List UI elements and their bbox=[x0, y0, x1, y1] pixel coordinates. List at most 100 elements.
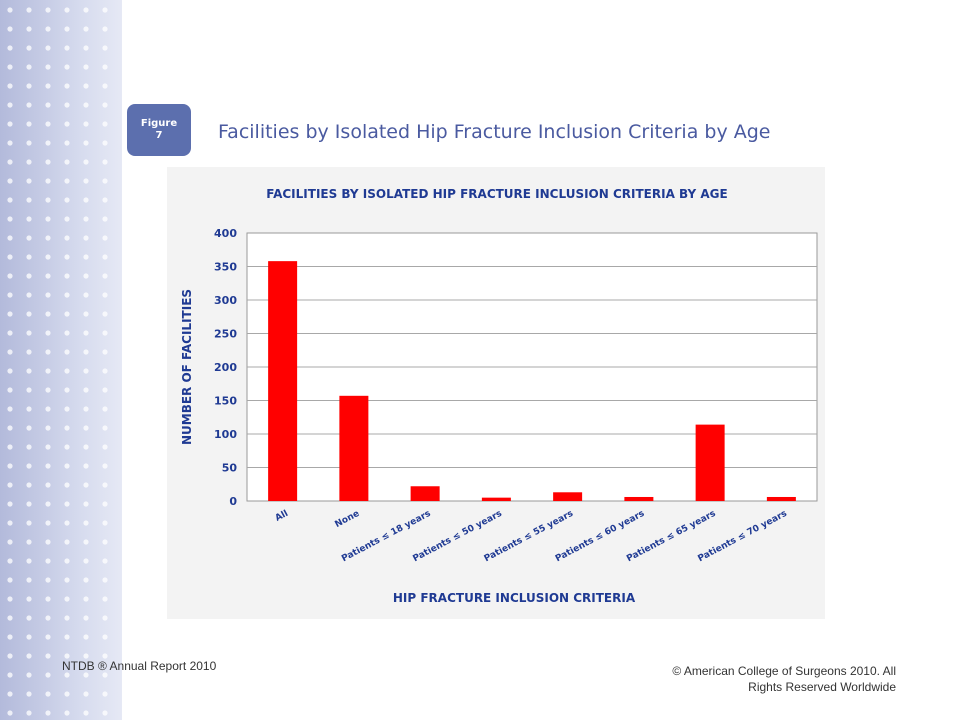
decorative-dot bbox=[83, 7, 89, 13]
decorative-dot bbox=[26, 653, 32, 659]
decorative-dot bbox=[45, 558, 51, 564]
decorative-dot bbox=[26, 121, 32, 127]
decorative-dot bbox=[45, 691, 51, 697]
decorative-dot bbox=[102, 596, 108, 602]
decorative-dot bbox=[64, 501, 70, 507]
decorative-dot bbox=[26, 216, 32, 222]
decorative-dot bbox=[102, 64, 108, 70]
y-axis-label: NUMBER OF FACILITIES bbox=[180, 289, 194, 445]
decorative-dot bbox=[83, 558, 89, 564]
y-tick-label: 400 bbox=[214, 227, 237, 240]
decorative-dot bbox=[7, 482, 13, 488]
decorative-dot bbox=[64, 159, 70, 165]
decorative-dot bbox=[26, 235, 32, 241]
chart-title: FACILITIES BY ISOLATED HIP FRACTURE INCL… bbox=[266, 187, 727, 201]
decorative-dot bbox=[45, 121, 51, 127]
decorative-dot bbox=[64, 444, 70, 450]
decorative-dot bbox=[102, 634, 108, 640]
decorative-dot bbox=[64, 691, 70, 697]
decorative-dot bbox=[83, 653, 89, 659]
x-tick-label: None bbox=[333, 509, 361, 530]
y-tick-label: 250 bbox=[214, 328, 237, 341]
decorative-dot bbox=[45, 178, 51, 184]
decorative-dot bbox=[7, 672, 13, 678]
y-tick-label: 150 bbox=[214, 395, 237, 408]
decorative-dot bbox=[102, 710, 108, 716]
decorative-dot bbox=[26, 159, 32, 165]
decorative-dot bbox=[26, 501, 32, 507]
decorative-dot bbox=[45, 596, 51, 602]
decorative-dot bbox=[102, 653, 108, 659]
decorative-dot bbox=[64, 463, 70, 469]
decorative-dot bbox=[26, 330, 32, 336]
decorative-dot bbox=[7, 558, 13, 564]
decorative-dot bbox=[102, 159, 108, 165]
decorative-dot bbox=[7, 406, 13, 412]
decorative-dot bbox=[7, 140, 13, 146]
decorative-dot bbox=[102, 292, 108, 298]
decorative-dot bbox=[7, 102, 13, 108]
decorative-dot bbox=[83, 140, 89, 146]
decorative-dot bbox=[26, 577, 32, 583]
decorative-dot bbox=[102, 520, 108, 526]
decorative-dot bbox=[26, 387, 32, 393]
decorative-dot bbox=[7, 520, 13, 526]
decorative-dot bbox=[102, 425, 108, 431]
decorative-dot bbox=[64, 634, 70, 640]
dot-pattern bbox=[7, 7, 108, 716]
decorative-dot bbox=[83, 501, 89, 507]
footer-copyright-line1: © American College of Surgeons 2010. All bbox=[672, 664, 896, 678]
decorative-dot bbox=[83, 520, 89, 526]
decorative-dot bbox=[26, 178, 32, 184]
decorative-dot bbox=[45, 444, 51, 450]
decorative-dot bbox=[102, 26, 108, 32]
decorative-dot bbox=[7, 691, 13, 697]
decorative-dot bbox=[83, 311, 89, 317]
decorative-dot bbox=[7, 710, 13, 716]
decorative-dot bbox=[83, 216, 89, 222]
decorative-dot bbox=[64, 292, 70, 298]
decorative-dot bbox=[26, 425, 32, 431]
decorative-dot bbox=[102, 444, 108, 450]
decorative-dot bbox=[64, 140, 70, 146]
decorative-dot bbox=[102, 501, 108, 507]
decorative-dot bbox=[64, 235, 70, 241]
decorative-dot bbox=[102, 463, 108, 469]
decorative-dot bbox=[64, 368, 70, 374]
decorative-dot bbox=[83, 102, 89, 108]
decorative-dot bbox=[45, 463, 51, 469]
decorative-dot bbox=[45, 520, 51, 526]
x-axis-label: HIP FRACTURE INCLUSION CRITERIA bbox=[393, 591, 636, 605]
decorative-dot bbox=[102, 558, 108, 564]
decorative-dot bbox=[83, 178, 89, 184]
decorative-dot bbox=[102, 691, 108, 697]
decorative-dot bbox=[7, 197, 13, 203]
decorative-dot bbox=[26, 7, 32, 13]
decorative-dot bbox=[83, 539, 89, 545]
decorative-dot bbox=[7, 349, 13, 355]
bar bbox=[481, 497, 511, 501]
decorative-dot bbox=[64, 615, 70, 621]
decorative-dot bbox=[45, 577, 51, 583]
decorative-dot bbox=[102, 235, 108, 241]
decorative-dot bbox=[64, 178, 70, 184]
decorative-dot bbox=[45, 140, 51, 146]
decorative-side-strip bbox=[0, 0, 122, 720]
decorative-dot bbox=[102, 406, 108, 412]
decorative-dot bbox=[64, 197, 70, 203]
decorative-dot bbox=[26, 615, 32, 621]
bar bbox=[624, 496, 654, 501]
decorative-dot bbox=[45, 387, 51, 393]
decorative-dot bbox=[26, 463, 32, 469]
decorative-dot bbox=[64, 83, 70, 89]
decorative-dot bbox=[64, 520, 70, 526]
bar bbox=[268, 261, 298, 501]
y-tick-label: 300 bbox=[214, 294, 237, 307]
decorative-dot bbox=[7, 254, 13, 260]
decorative-dot bbox=[83, 254, 89, 260]
decorative-dot bbox=[102, 178, 108, 184]
bar-chart: FACILITIES BY ISOLATED HIP FRACTURE INCL… bbox=[180, 187, 818, 605]
decorative-dot bbox=[64, 311, 70, 317]
decorative-dot bbox=[64, 349, 70, 355]
decorative-dot bbox=[102, 482, 108, 488]
